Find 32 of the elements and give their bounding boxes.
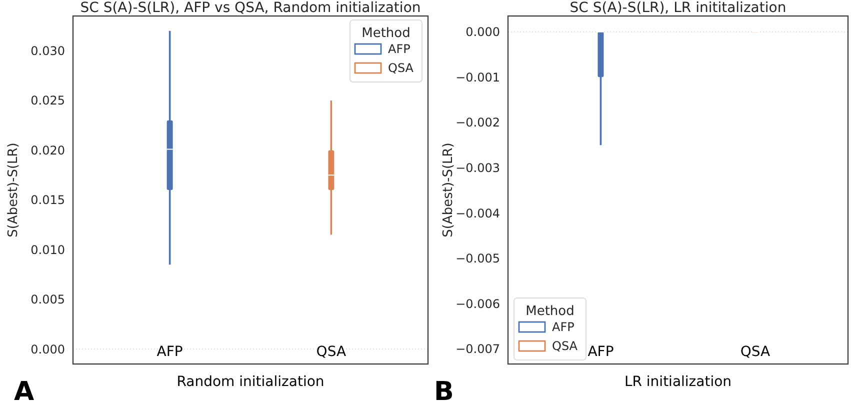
y-tick-label: −0.006 [456, 296, 500, 311]
text: B [434, 377, 454, 407]
y-tick-label: −0.005 [456, 252, 500, 266]
y-axis-title: S(Abest)-S(LR) [441, 142, 456, 238]
y-axis-title: S(Abest)-S(LR) [6, 142, 21, 238]
y-tick-label: −0.001 [456, 70, 500, 84]
y-tick-label: 0.010 [30, 242, 65, 257]
x-tick-label: QSA [740, 344, 771, 360]
y-tick-label: −0.004 [456, 206, 500, 220]
y-tick-label: 0.000 [466, 25, 500, 40]
legend-title: Method [362, 26, 410, 41]
chart-title: SC S(A)-S(LR), AFP vs QSA, Random initialization [80, 0, 421, 16]
legend-label: AFP [388, 42, 410, 56]
x-axis-title: Random initialization [176, 374, 324, 390]
chart-title: SC S(A)-S(LR), LR inititalization [570, 0, 786, 16]
x-axis-title: LR initialization [624, 374, 732, 390]
x-tick-label: AFP [156, 344, 183, 360]
y-tick-label: −0.003 [456, 160, 500, 175]
legend-title: Method [526, 304, 574, 319]
legend-label: QSA [388, 61, 414, 75]
y-tick-label: 0.030 [30, 44, 65, 58]
x-tick-label: AFP [588, 344, 614, 360]
y-tick-label: 0.020 [30, 143, 65, 158]
y-tick-label: 0.000 [30, 342, 65, 356]
y-tick-label: 0.025 [30, 94, 65, 108]
y-tick-label: 0.015 [30, 193, 65, 208]
legend-label: AFP [552, 320, 574, 334]
y-tick-label: −0.002 [456, 116, 500, 130]
text: A [14, 377, 34, 407]
y-tick-label: −0.007 [456, 342, 500, 356]
y-tick-label: 0.005 [30, 292, 65, 307]
x-tick-label: QSA [316, 344, 346, 360]
